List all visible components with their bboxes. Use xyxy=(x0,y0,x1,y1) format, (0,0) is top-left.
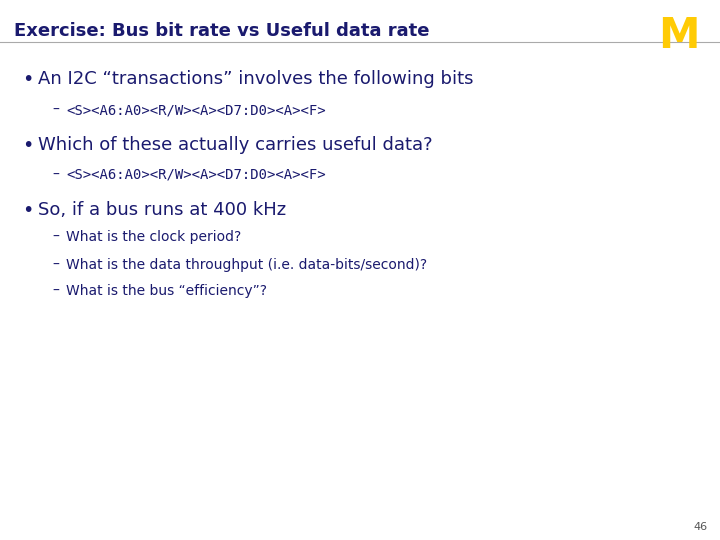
Text: So, if a bus runs at 400 kHz: So, if a bus runs at 400 kHz xyxy=(38,201,286,219)
Text: What is the clock period?: What is the clock period? xyxy=(66,230,241,244)
Text: 46: 46 xyxy=(694,522,708,532)
Text: –: – xyxy=(52,103,59,117)
Text: –: – xyxy=(52,258,59,272)
Text: What is the data throughput (i.e. data-bits/second)?: What is the data throughput (i.e. data-b… xyxy=(66,258,427,272)
Text: An I2C “transactions” involves the following bits: An I2C “transactions” involves the follo… xyxy=(38,70,474,88)
Text: –: – xyxy=(52,230,59,244)
Text: •: • xyxy=(22,136,33,155)
Text: –: – xyxy=(52,168,59,182)
Text: Exercise: Bus bit rate vs Useful data rate: Exercise: Bus bit rate vs Useful data ra… xyxy=(14,22,430,40)
Text: M: M xyxy=(659,15,700,57)
Text: •: • xyxy=(22,201,33,220)
Text: –: – xyxy=(52,284,59,298)
Text: Which of these actually carries useful data?: Which of these actually carries useful d… xyxy=(38,136,433,154)
Text: •: • xyxy=(22,70,33,89)
Text: <S><A6:A0><R/W><A><D7:D0><A><F>: <S><A6:A0><R/W><A><D7:D0><A><F> xyxy=(66,103,325,117)
Text: What is the bus “efficiency”?: What is the bus “efficiency”? xyxy=(66,284,267,298)
Text: <S><A6:A0><R/W><A><D7:D0><A><F>: <S><A6:A0><R/W><A><D7:D0><A><F> xyxy=(66,168,325,182)
